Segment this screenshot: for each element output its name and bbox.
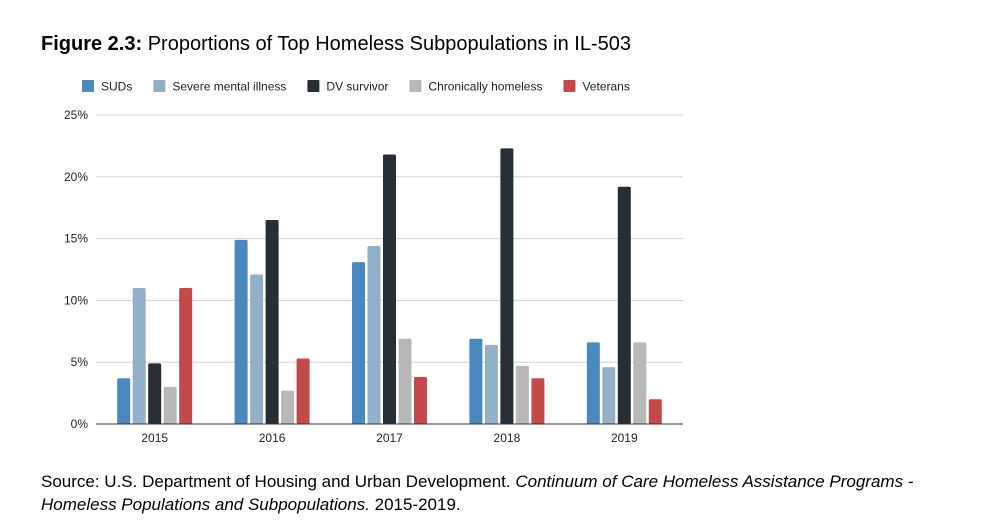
figure-title-text: Proportions of Top Homeless Subpopulatio… bbox=[147, 33, 631, 55]
y-tick-label: 5% bbox=[71, 355, 89, 369]
bar-veterans-2019 bbox=[648, 399, 662, 424]
source-title: Continuum of Care Homeless Assistance Pr… bbox=[41, 472, 914, 514]
y-tick-label: 0% bbox=[71, 417, 89, 431]
x-tick-label: 2015 bbox=[141, 431, 168, 445]
bar-severe-mental-illness-2018 bbox=[484, 344, 498, 424]
bar-suds-2017 bbox=[352, 262, 365, 424]
legend-swatch-severe-mental-illness bbox=[153, 80, 166, 92]
bar-veterans-2018 bbox=[531, 378, 545, 424]
x-tick-label: 2019 bbox=[611, 431, 638, 445]
y-tick-label: 10% bbox=[64, 293, 88, 307]
bar-suds-2018 bbox=[469, 338, 483, 424]
source-note: Source: U.S. Department of Housing and U… bbox=[41, 470, 991, 516]
y-tick-label: 20% bbox=[64, 170, 88, 184]
y-tick-label: 25% bbox=[64, 108, 88, 122]
bar-dv-survivor-2015 bbox=[148, 363, 162, 424]
legend-label-chronically-homeless: Chronically homeless bbox=[428, 80, 542, 94]
bar-severe-mental-illness-2016 bbox=[250, 274, 264, 424]
x-tick-label: 2016 bbox=[259, 431, 286, 445]
bar-suds-2019 bbox=[586, 342, 600, 424]
bar-suds-2016 bbox=[234, 239, 248, 424]
bar-chronically-homeless-2015 bbox=[163, 386, 177, 424]
x-tick-label: 2017 bbox=[376, 431, 403, 445]
bar-severe-mental-illness-2017 bbox=[367, 246, 381, 424]
y-axis: 0% 5% 10% 15% 20% 25% bbox=[64, 108, 88, 431]
legend: SUDs Severe mental illness DV survivor Chro… bbox=[82, 80, 630, 94]
source-suffix: 2015-2019. bbox=[374, 495, 461, 514]
bars bbox=[117, 148, 662, 424]
figure-title: Figure 2.3: Proportions of Top Homeless … bbox=[41, 33, 631, 56]
legend-label-suds: SUDs bbox=[101, 80, 132, 94]
legend-label-dv-survivor: DV survivor bbox=[326, 80, 388, 94]
source-prefix: Source: U.S. Department of Housing and U… bbox=[41, 472, 511, 491]
x-axis: 2015 2016 2017 2018 2019 bbox=[96, 423, 683, 445]
legend-label-veterans: Veterans bbox=[582, 80, 629, 94]
bar-veterans-2016 bbox=[296, 358, 310, 424]
bar-dv-survivor-2017 bbox=[383, 154, 396, 424]
legend-label-severe-mental-illness: Severe mental illness bbox=[172, 80, 286, 94]
bar-veterans-2015 bbox=[179, 288, 193, 424]
bar-dv-survivor-2019 bbox=[617, 186, 631, 424]
bar-dv-survivor-2018 bbox=[500, 148, 514, 424]
y-tick-label: 15% bbox=[64, 232, 88, 246]
legend-swatch-dv-survivor bbox=[307, 80, 320, 92]
bar-dv-survivor-2016 bbox=[265, 220, 279, 424]
bar-chronically-homeless-2018 bbox=[515, 365, 529, 424]
bar-chronically-homeless-2017 bbox=[398, 338, 412, 424]
bar-severe-mental-illness-2019 bbox=[602, 367, 616, 424]
legend-swatch-suds bbox=[82, 80, 94, 92]
bar-chronically-homeless-2016 bbox=[281, 390, 295, 424]
bar-severe-mental-illness-2015 bbox=[132, 288, 146, 424]
legend-swatch-chronically-homeless bbox=[409, 80, 422, 92]
figure-label: Figure 2.3: bbox=[41, 33, 143, 55]
bar-chronically-homeless-2019 bbox=[633, 342, 647, 424]
x-tick-label: 2018 bbox=[494, 431, 521, 445]
legend-swatch-veterans bbox=[563, 80, 576, 92]
bar-suds-2015 bbox=[117, 378, 131, 424]
bar-veterans-2017 bbox=[414, 377, 427, 424]
